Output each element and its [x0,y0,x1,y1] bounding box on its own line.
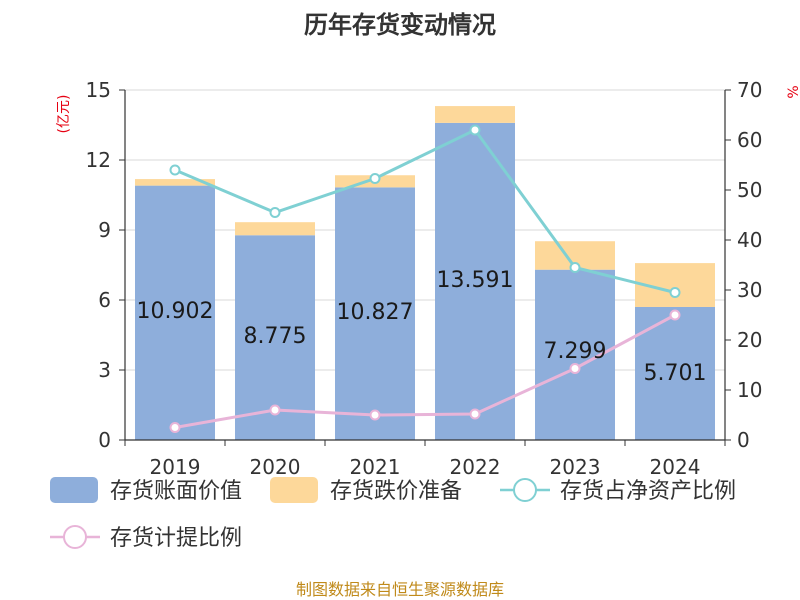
x-tick-label: 2024 [650,455,701,479]
right-tick-label: 10 [737,378,762,402]
point-provision-ratio [369,409,381,421]
right-tick-label: 40 [737,228,762,252]
right-tick-label: 0 [737,428,750,452]
legend-marker [513,478,537,502]
bar-book-value [335,187,415,440]
point-net-asset-ratio [469,124,481,136]
legend-label: 存货计提比例 [110,526,242,551]
left-tick-label: 0 [98,428,111,452]
bar-impairment [235,222,315,236]
legend-swatch [50,477,98,503]
chart-title: 历年存货变动情况 [304,11,496,39]
grid-lines [125,89,725,371]
left-tick-label: 3 [98,358,111,382]
axes: 0 3 6 9 12 15 0 10 20 30 40 50 60 70 2019 2020 2021 2022 2… [86,78,763,479]
right-axis-unit: % [786,85,800,98]
point-net-asset-ratio [569,262,581,273]
point-net-asset-ratio [169,164,181,176]
line-provision-ratio [174,313,676,429]
x-tick-label: 2023 [550,455,601,479]
x-tick-label: 2021 [350,455,401,479]
data-label: 8.775 [244,324,307,349]
bar-impairment [135,179,215,186]
data-label: 7.299 [544,339,607,364]
point-net-asset-ratio [269,207,281,218]
right-tick-label: 70 [737,78,762,102]
point-provision-ratio [569,363,581,374]
left-tick-label: 15 [86,78,111,102]
source-note: 制图数据来自恒生聚源数据库 [296,580,504,599]
left-tick-label: 12 [86,148,111,172]
left-tick-label: 9 [98,218,111,242]
right-tick-label: 60 [737,128,762,152]
bar-book-value [135,185,215,440]
x-tick-label: 2020 [250,455,301,479]
x-tick-label: 2019 [150,455,201,479]
legend-label: 存货占净资产比例 [560,479,736,504]
legend-swatch [270,477,318,503]
data-labels: 10.902 8.775 10.827 13.591 7.299 5.701 [137,268,707,386]
point-provision-ratio [169,422,181,433]
right-tick-label: 30 [737,278,762,302]
point-net-asset-ratio [369,173,381,184]
data-label: 10.902 [137,299,214,324]
data-label: 10.827 [337,300,414,325]
point-provision-ratio [269,404,281,416]
right-tick-label: 20 [737,328,762,352]
point-provision-ratio [469,408,481,420]
data-label: 13.591 [437,268,514,293]
point-provision-ratio [669,309,681,321]
right-tick-label: 50 [737,178,762,202]
left-axis-unit: (亿元) [56,95,72,134]
line-series [169,124,681,433]
bars [135,106,715,441]
legend-label: 存货跌价准备 [330,479,462,504]
point-net-asset-ratio [669,287,681,298]
legend-marker [63,525,87,549]
bar-book-value [435,122,515,441]
left-tick-label: 6 [98,288,111,312]
data-label: 5.701 [644,361,707,386]
line-net-asset-ratio [174,128,676,294]
bar-impairment [435,106,515,123]
x-tick-label: 2022 [450,455,501,479]
legend-label: 存货账面价值 [110,479,242,504]
